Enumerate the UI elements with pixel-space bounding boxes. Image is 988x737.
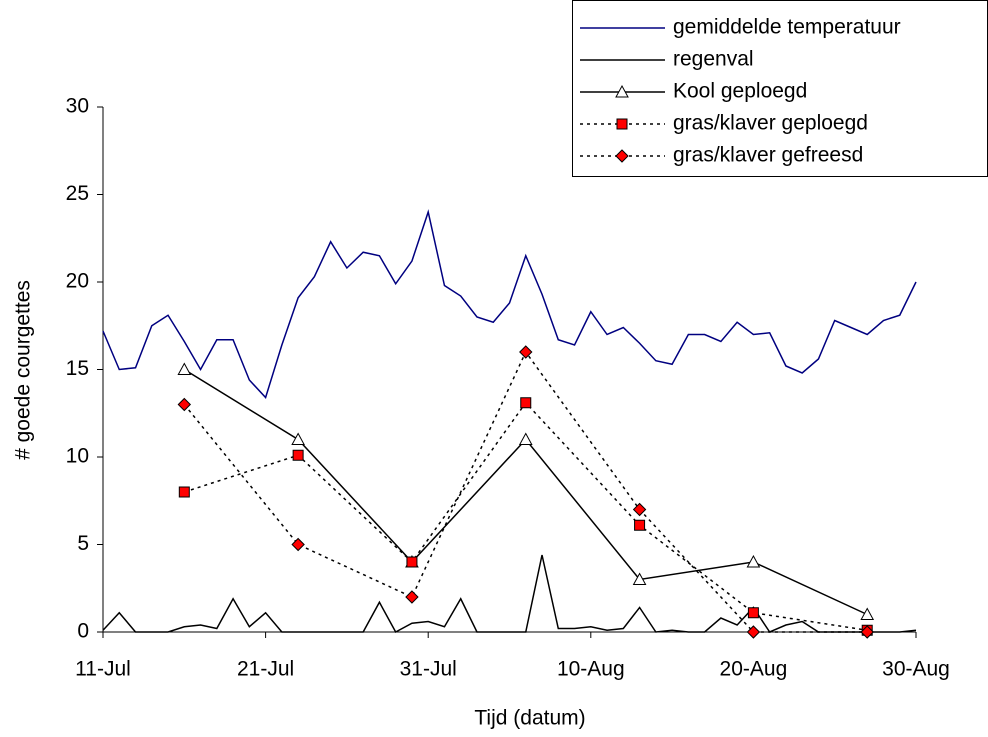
y-tick-label: 10: [66, 445, 89, 468]
data-point: [291, 537, 305, 552]
data-point: [518, 432, 533, 445]
data-point: [632, 502, 647, 517]
data-point: [634, 519, 646, 531]
x-tick-label: 20-Aug: [720, 658, 788, 681]
x-tick-label: 31-Jul: [400, 658, 457, 681]
y-axis-title: # goede courgettes: [12, 280, 35, 460]
y-tick-label: 25: [66, 182, 89, 205]
x-tick-label: 21-Jul: [237, 658, 294, 681]
data-point: [746, 625, 761, 639]
legend-label: gras/klaver gefreesd: [673, 144, 863, 167]
legend-label: regenval: [673, 48, 754, 71]
x-tick-label: 11-Jul: [75, 658, 131, 681]
data-point: [519, 345, 533, 359]
legend-marker: [615, 84, 629, 98]
data-point: [860, 607, 875, 620]
data-point: [747, 607, 759, 619]
y-tick-label: 5: [77, 532, 89, 555]
y-tick-label: 30: [66, 95, 89, 118]
data-point: [178, 486, 190, 498]
legend-label: gras/klaver geploegd: [673, 112, 868, 135]
legend-marker: [615, 149, 629, 163]
data-point: [632, 572, 647, 585]
series-line: [102, 554, 917, 634]
data-point: [520, 397, 532, 409]
data-point: [177, 362, 192, 375]
x-tick-label: 30-Aug: [882, 658, 950, 681]
series-line: [183, 350, 868, 633]
data-point: [860, 625, 874, 639]
legend-box: [572, 0, 988, 177]
data-point: [292, 449, 304, 461]
y-tick-label: 15: [66, 357, 89, 380]
data-point: [746, 554, 761, 568]
data-point: [177, 397, 192, 412]
x-axis-title: Tijd (datum): [474, 707, 585, 730]
data-point: [291, 432, 305, 445]
series-line: [102, 209, 917, 399]
y-tick-label: 0: [77, 620, 89, 643]
legend-label: Kool geploegd: [673, 80, 807, 103]
data-point: [406, 556, 418, 568]
y-tick-label: 20: [66, 270, 89, 293]
x-tick-label: 10-Aug: [557, 658, 625, 681]
data-point: [405, 590, 419, 604]
legend-label: gemiddelde temperatuur: [673, 16, 901, 39]
legend-marker: [616, 118, 628, 130]
